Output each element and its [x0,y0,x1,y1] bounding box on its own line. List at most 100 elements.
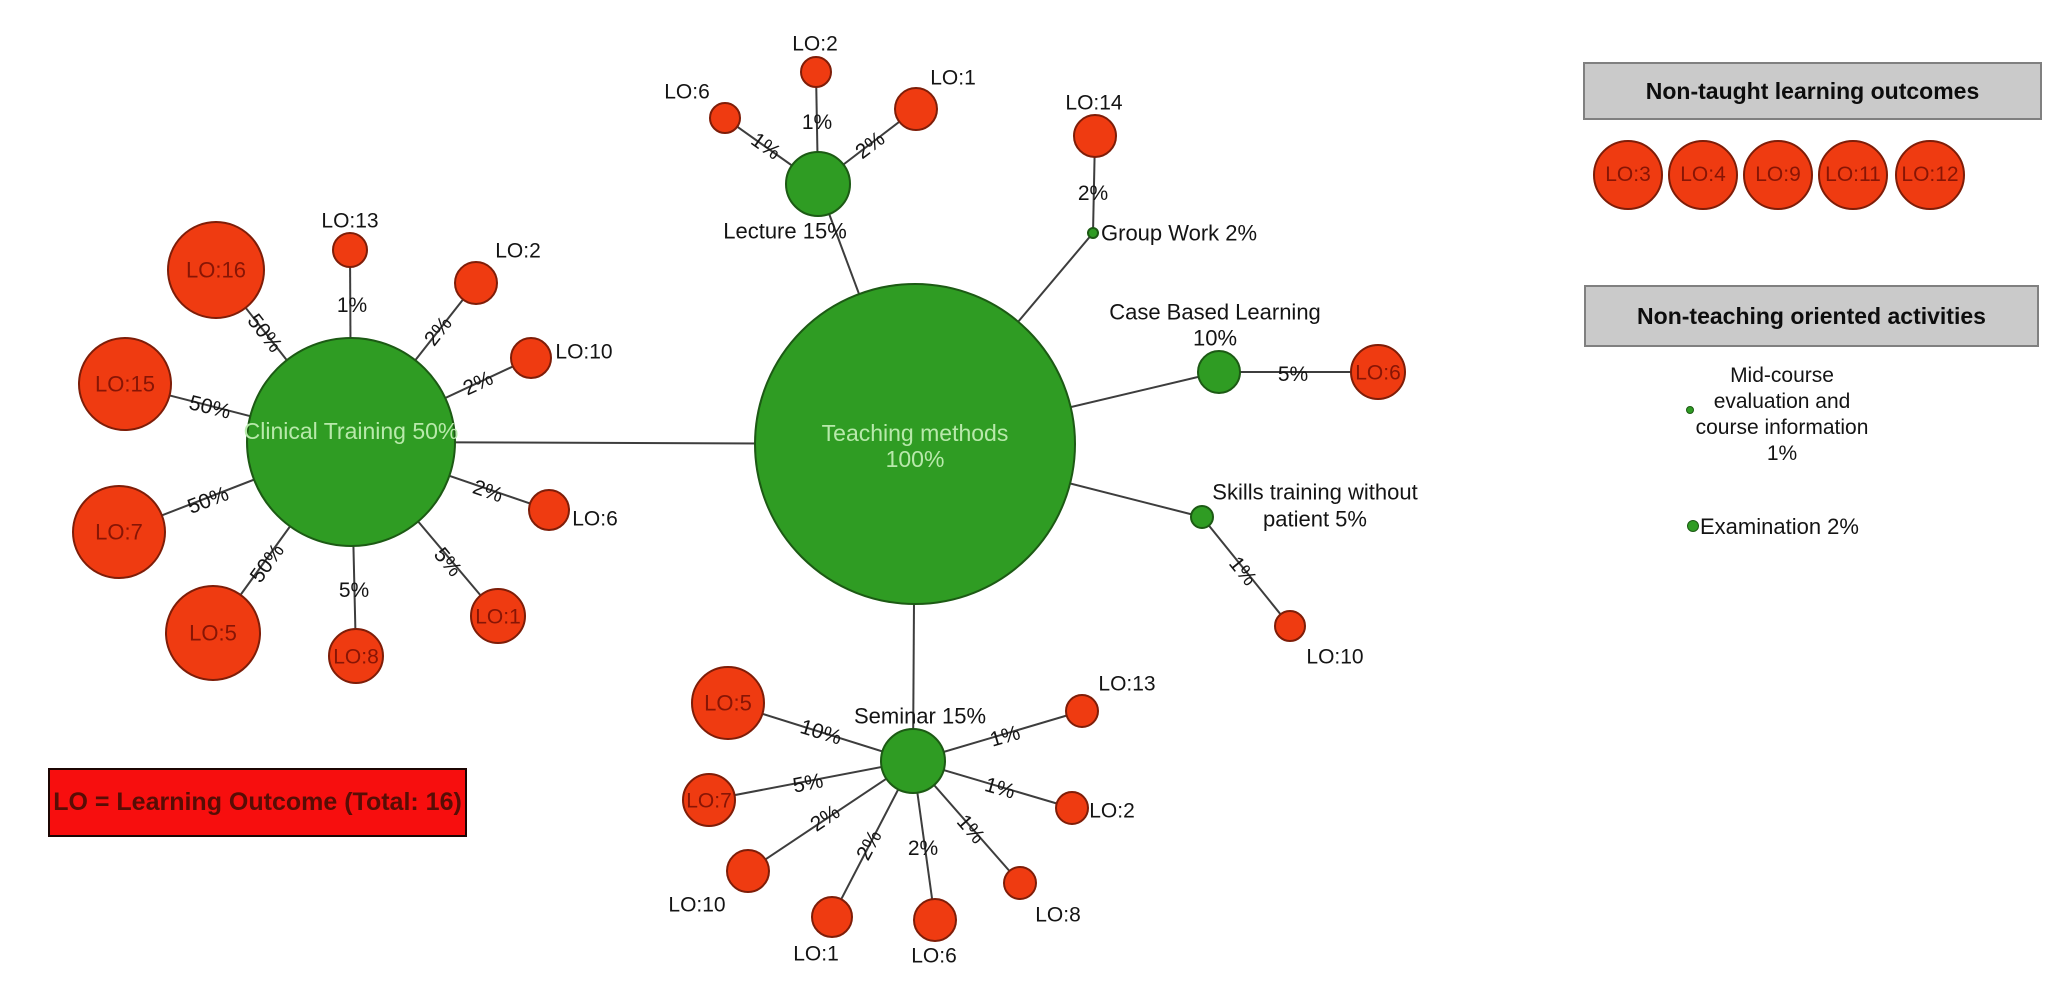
non-taught-title: Non-taught learning outcomes [1645,77,1980,104]
node-skills [1190,505,1214,529]
label-c2: LO:2 [495,239,541,262]
node-c16 [167,221,265,319]
mid-course-item: Mid-course evaluation and course informa… [1662,363,1902,467]
label-m7: LO:7 [686,789,732,812]
lo-note-text: LO = Learning Outcome (Total: 16) [53,788,462,816]
edge-label-clinical-c8: 5% [339,579,369,602]
node-m6 [913,898,957,942]
node-c13 [332,232,368,268]
non-taught-header: Non-taught learning outcomes [1583,62,2042,120]
edge-label-cbl-cb6: 5% [1278,363,1308,386]
node-m10 [726,849,770,893]
label-clinical: Clinical Training 50% [244,418,459,444]
label-l1: LO:1 [930,66,976,89]
labels-layer: 50%1%2%2%2%5%5%50%50%50%1%1%2%2%5%1%10%5… [95,32,1418,967]
examination-dot [1687,520,1699,532]
legend-outcome-lo12: LO:12 [1895,140,1965,210]
edge-label-clinical-c1: 5% [429,543,466,581]
mid-course-dot [1686,406,1694,414]
node-l6 [709,102,741,134]
edge-label-lecture-l2: 1% [802,111,832,134]
label-skills: Skills training without patient 5% [1212,480,1417,532]
node-l1 [894,87,938,131]
node-c2 [454,261,498,305]
node-c1 [470,588,526,644]
lo-note-box: LO = Learning Outcome (Total: 16) [48,768,467,837]
edge-skills-s10 [1201,516,1291,627]
label-m1: LO:1 [793,942,839,965]
node-m5 [691,666,765,740]
label-seminar: Seminar 15% [854,704,986,729]
label-c5: LO:5 [189,621,237,646]
node-c8 [328,628,384,684]
label-c1: LO:1 [475,605,521,628]
node-l2 [800,56,832,88]
mid-course-line-3: course information [1695,416,1869,439]
node-m2 [1055,791,1089,825]
node-c6 [528,489,570,531]
non-teaching-header: Non-teaching oriented activities [1584,285,2039,347]
edge-label-seminar-m7: 5% [791,769,825,797]
node-teaching [754,283,1076,605]
label-m2: LO:2 [1089,799,1135,822]
edge-seminar-m7 [708,760,914,801]
label-cbl: Case Based Learning 10% [1109,300,1321,351]
edge-label-clinical-c15: 50% [187,391,233,423]
node-lecture [785,151,851,217]
label-cb6: LO:6 [1355,361,1401,384]
label-c16: LO:16 [186,258,246,283]
edge-label-clinical-c6: 2% [470,476,506,508]
label-teaching: Teaching methods 100% [822,420,1009,472]
edge-label-seminar-m2: 1% [982,773,1018,803]
edge-label-clinical-c16: 50% [243,310,287,357]
label-m5: LO:5 [704,691,752,716]
mid-course-line-2: evaluation and [1713,390,1851,413]
node-m13 [1065,694,1099,728]
label-c10: LO:10 [555,340,612,363]
node-c5 [165,585,261,681]
node-c10 [510,337,552,379]
node-c15 [78,337,172,431]
mid-course-line-1: Mid-course [1730,364,1834,387]
edge-label-seminar-m5: 10% [797,715,844,749]
label-g14: LO:14 [1065,91,1123,114]
edge-label-seminar-m13: 1% [987,721,1023,751]
legend-outcome-lo4: LO:4 [1668,140,1738,210]
node-cb6 [1350,344,1406,400]
node-c7 [72,485,166,579]
node-m8 [1003,866,1037,900]
edge-label-groupwork-g14: 2% [1078,182,1108,205]
label-c13: LO:13 [321,209,378,232]
legend-outcome-lo3: LO:3 [1593,140,1663,210]
edge-label-seminar-m1: 2% [852,826,887,864]
label-m13: LO:13 [1098,672,1155,695]
label-groupwork: Group Work 2% [1101,221,1257,246]
label-m8: LO:8 [1035,903,1081,926]
label-c8: LO:8 [333,645,379,668]
node-m7 [682,773,736,827]
node-groupwork [1087,227,1099,239]
examination-item: Examination 2% [1700,514,1859,540]
edge-label-lecture-l6: 1% [747,128,785,164]
label-l2: LO:2 [792,32,838,55]
node-s10 [1274,610,1306,642]
edge-label-seminar-m6: 2% [908,837,938,860]
label-m6: LO:6 [911,944,957,967]
legend-outcome-lo9: LO:9 [1743,140,1813,210]
edge-label-clinical-c13: 1% [337,294,367,317]
node-g14 [1073,114,1117,158]
examination-label: Examination 2% [1700,514,1859,539]
edge-label-clinical-c7: 50% [184,482,231,519]
label-m10: LO:10 [668,893,725,916]
node-m1 [811,896,853,938]
non-teaching-title: Non-teaching oriented activities [1637,302,1986,329]
label-c15: LO:15 [95,372,155,397]
edge-seminar-m10 [747,760,914,872]
edge-label-clinical-c10: 2% [460,367,497,401]
edge-label-clinical-c2: 2% [420,312,457,350]
mid-course-line-4: 1% [1766,442,1798,465]
legend-outcome-lo11: LO:11 [1818,140,1888,210]
node-clinical [246,337,456,547]
